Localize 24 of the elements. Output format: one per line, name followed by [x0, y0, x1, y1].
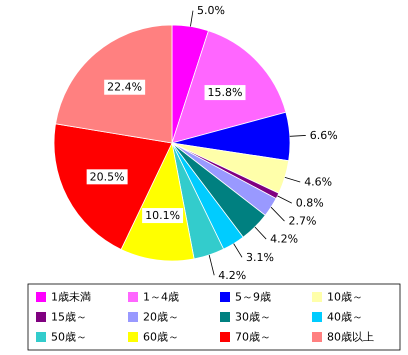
legend-label: 40歳～	[327, 310, 363, 324]
legend-label: 80歳以上	[327, 330, 374, 344]
data-label: 15.8%	[208, 86, 242, 100]
legend-label: 30歳～	[235, 310, 271, 324]
data-label: 4.2%	[218, 268, 246, 282]
legend-label: 1～4歳	[143, 290, 179, 304]
legend-label: 70歳～	[235, 330, 271, 344]
data-label: 22.4%	[107, 80, 142, 94]
data-label: 10.1%	[145, 209, 180, 222]
data-label: 20.5%	[90, 170, 125, 184]
legend-label: 50歳～	[51, 330, 87, 344]
legend-label: 10歳～	[327, 290, 363, 304]
legend-label: 20歳～	[143, 310, 179, 324]
data-label: 5.0%	[196, 4, 225, 18]
legend-label: 5～9歳	[235, 290, 271, 304]
data-label: 3.1%	[246, 250, 274, 264]
data-label: 2.7%	[288, 214, 316, 228]
data-label: 0.8%	[296, 196, 324, 210]
data-label: 6.6%	[310, 128, 338, 142]
legend-label: 15歳～	[51, 310, 87, 324]
data-label: 4.6%	[304, 176, 332, 188]
legend-label: 1歳未満	[51, 290, 91, 304]
data-label: 4.2%	[270, 232, 298, 246]
legend-label: 60歳～	[143, 330, 179, 344]
